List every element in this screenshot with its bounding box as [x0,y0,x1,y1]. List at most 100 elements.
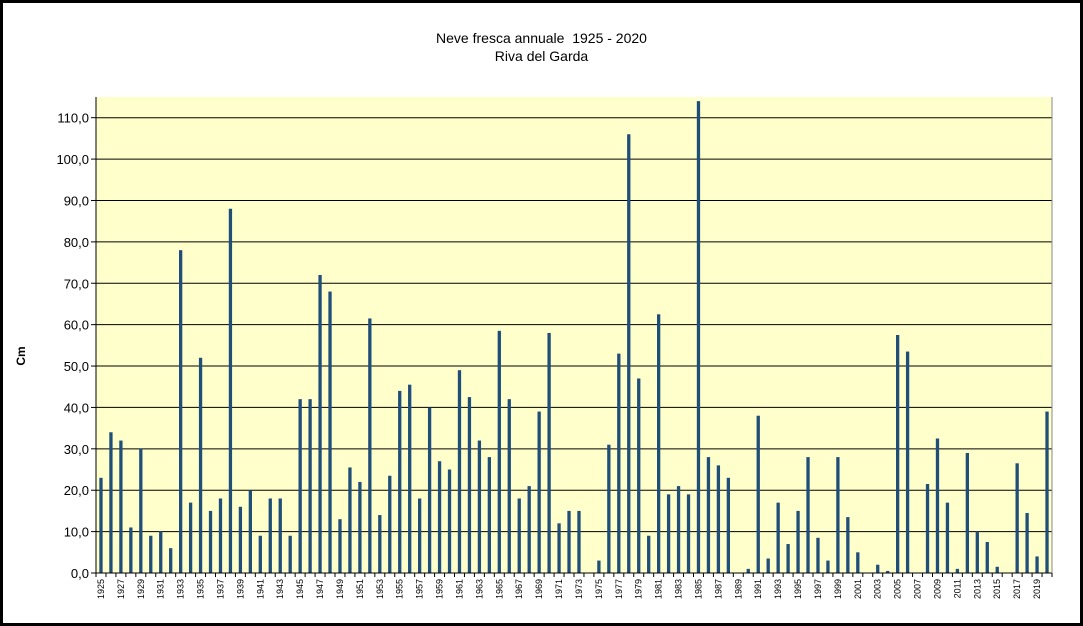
x-tick-label: 1987 [713,579,723,599]
x-tick-label: 2001 [853,579,863,599]
bar-1994 [786,544,790,573]
bar-1997 [816,537,820,573]
axes [95,97,1053,577]
bar-1991 [756,415,760,573]
bar-1981 [657,314,661,573]
y-tick-label: 60,0 [64,318,89,333]
x-tick-label: 1967 [514,579,524,599]
bar-1945 [298,399,302,573]
bar-1962 [467,397,472,573]
x-tick-label: 1941 [255,579,265,599]
bar-1995 [796,510,800,573]
y-axis-label: Cm [14,346,28,365]
bar-1980 [647,535,651,573]
bar-1966 [507,399,511,573]
x-tick-label: 2013 [972,579,982,599]
bar-1943 [278,498,282,573]
bar-1959 [437,461,442,573]
x-tick-label: 1931 [156,579,166,599]
bar-1949 [338,519,342,573]
x-tick-label: 1961 [454,579,464,599]
chart-title: Neve fresca annuale 1925 - 2020 [436,30,647,46]
chart-subtitle: Riva del Garda [494,48,589,64]
bar-1930 [149,535,153,573]
x-tick-label: 1971 [554,579,564,599]
x-tick-label: 1965 [494,579,504,599]
x-tick-label: 1989 [733,579,743,599]
chart-title-block: Neve fresca annuale 1925 - 2020 Riva del… [3,29,1080,65]
x-tick-label: 1949 [335,579,345,599]
x-tick-label: 2015 [992,579,1002,599]
bar-1929 [139,448,143,573]
bar-1947 [318,274,322,573]
bar-1967 [517,498,521,573]
y-tick-label: 100,0 [56,152,89,167]
y-tick-label: 40,0 [64,400,89,415]
bar-1951 [358,481,362,573]
y-tick-label: 30,0 [64,442,89,457]
bar-1968 [527,486,531,573]
bar-1964 [487,457,491,573]
y-tick-label: 10,0 [64,525,89,540]
x-tick-label: 2019 [1032,579,1042,599]
bar-1932 [169,548,173,573]
bar-1975 [597,560,601,573]
y-tick-label: 70,0 [64,276,89,291]
bar-1986 [706,457,711,573]
bar-2014 [985,541,989,573]
bar-1963 [477,440,482,573]
x-tick-label: 1959 [435,579,445,599]
bar-1927 [119,440,123,573]
bar-1992 [766,558,770,573]
bar-1971 [557,523,561,573]
bar-2009 [935,438,940,573]
x-tick-labels: 1925 1927 1929 1931 1933 1935 1937 1939 1941 1943… [96,579,1042,599]
bar-1999 [836,457,840,573]
bar-2012 [965,452,969,573]
bar-1954 [388,475,392,573]
bar-1976 [607,444,611,573]
bar-2001 [856,552,860,573]
bar-2006 [905,351,910,573]
x-tick-label: 1935 [196,579,206,599]
bar-1977 [617,353,621,573]
x-tick-label: 1995 [793,579,803,599]
x-tick-label: 1939 [235,579,245,599]
x-tick-label: 1925 [96,579,106,599]
bar-1933 [179,250,183,573]
x-tick-label: 1955 [395,579,405,599]
bar-1998 [826,560,830,573]
bar-1957 [418,498,422,573]
x-tick-label: 2011 [952,579,962,598]
bar-2003 [876,564,880,573]
bar-2018 [1025,512,1029,573]
bar-1926 [109,432,113,573]
x-tick-label: 1937 [215,579,225,599]
bar-1952 [368,318,372,573]
x-tick-label: 1997 [813,579,823,599]
bar-2020 [1045,411,1049,573]
bar-1970 [547,332,551,573]
bar-1982 [666,494,671,573]
x-tick-label: 1981 [654,579,664,599]
bar-1983 [676,486,681,573]
bar-1953 [378,515,382,573]
bar-2005 [896,335,900,573]
bar-1925 [99,477,103,573]
bar-1958 [427,407,432,573]
bar-1938 [228,208,233,573]
bar-1931 [159,531,163,573]
plot-area [96,97,1052,573]
bars [99,101,1049,573]
bar-1937 [218,498,223,573]
bar-1936 [208,510,213,573]
bar-1934 [188,502,193,573]
bar-1960 [447,469,452,573]
bar-1944 [288,535,292,573]
y-tick-label: 0,0 [71,566,89,581]
y-tick-label: 110,0 [57,111,89,126]
bar-2010 [945,502,950,573]
bar-2004 [886,570,890,573]
x-tick-label: 1957 [415,579,425,599]
bar-2019 [1035,556,1039,573]
